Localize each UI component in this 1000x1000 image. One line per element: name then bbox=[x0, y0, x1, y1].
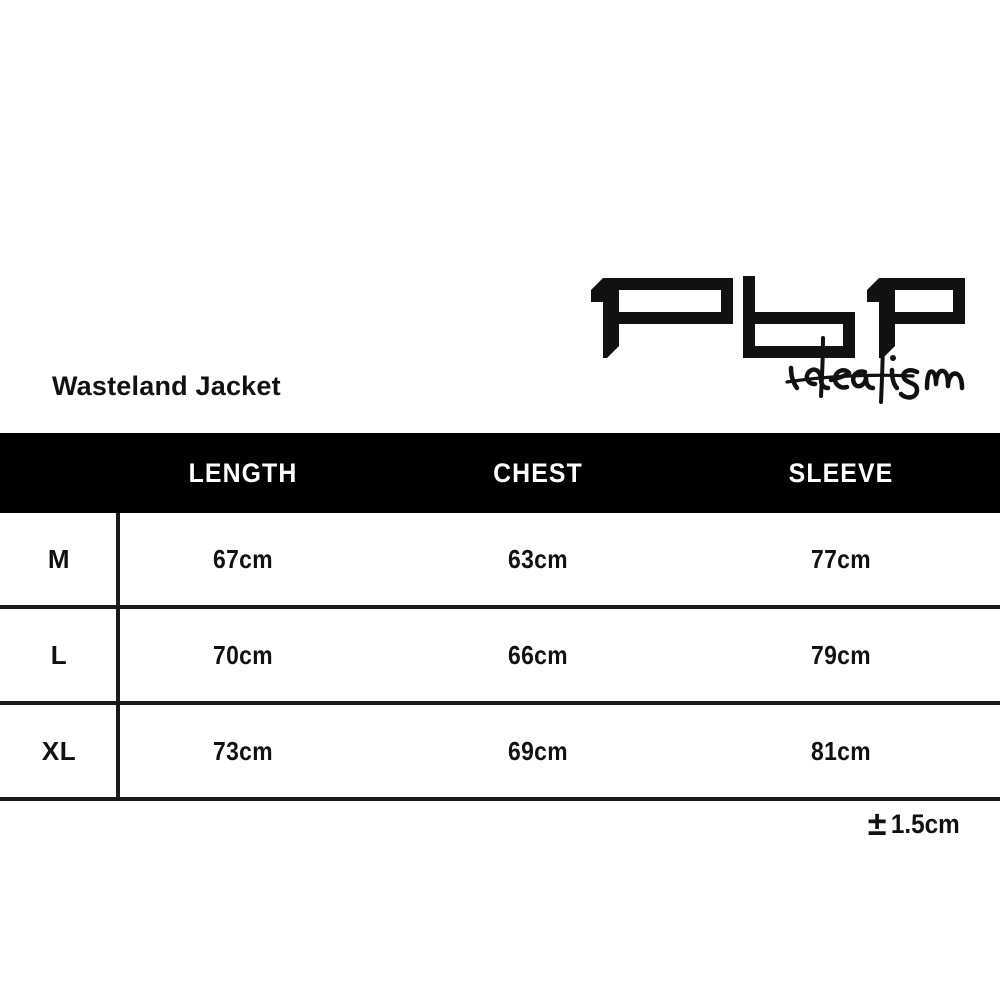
table-row: XL 73cm 69cm 81cm bbox=[0, 701, 1000, 797]
cell-chest: 69cm bbox=[508, 736, 568, 766]
table-row: L 70cm 66cm 79cm bbox=[0, 605, 1000, 701]
cell-length: 67cm bbox=[213, 544, 273, 574]
cell-chest: 63cm bbox=[508, 544, 568, 574]
column-header-chest: CHEST bbox=[493, 458, 583, 488]
table-header-row: LENGTH CHEST SLEEVE bbox=[0, 433, 1000, 513]
plus-minus-icon: ± bbox=[867, 805, 887, 843]
cell-size: XL bbox=[41, 736, 77, 766]
cell-sleeve: 81cm bbox=[811, 736, 871, 766]
brand-logo bbox=[583, 272, 973, 412]
cell-chest: 66cm bbox=[508, 640, 568, 670]
size-chart-table: LENGTH CHEST SLEEVE M 67cm 63cm 77cm L 7… bbox=[0, 433, 1000, 801]
column-header-size bbox=[5, 433, 114, 513]
size-column-divider bbox=[116, 513, 120, 797]
page-title: Wasteland Jacket bbox=[52, 371, 281, 401]
cell-size: M bbox=[47, 544, 71, 574]
cell-sleeve: 77cm bbox=[811, 544, 871, 574]
tolerance-value: 1.5cm bbox=[891, 809, 961, 839]
table-body: M 67cm 63cm 77cm L 70cm 66cm 79cm XL 73c… bbox=[0, 513, 1000, 801]
cell-size: L bbox=[50, 640, 68, 670]
cell-sleeve: 79cm bbox=[811, 640, 871, 670]
tolerance-note: ±1.5cm bbox=[0, 805, 964, 844]
table-row: M 67cm 63cm 77cm bbox=[0, 513, 1000, 605]
column-header-length: LENGTH bbox=[188, 458, 298, 488]
cell-length: 70cm bbox=[213, 640, 273, 670]
column-header-sleeve: SLEEVE bbox=[788, 458, 894, 488]
cell-length: 73cm bbox=[213, 736, 273, 766]
